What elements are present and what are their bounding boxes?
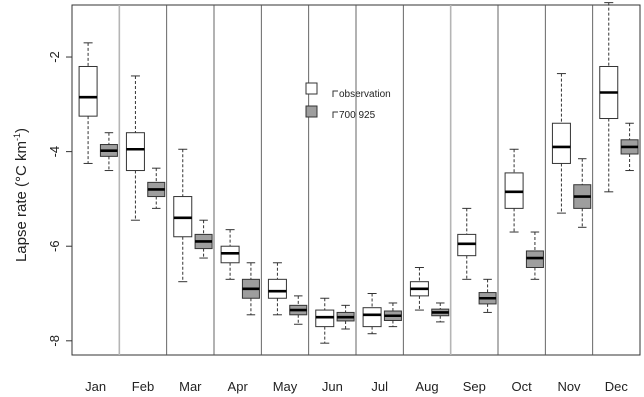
box-model-apr [241, 262, 260, 316]
box-observation-nov [551, 73, 571, 214]
box-model-aug [431, 302, 450, 323]
y-tick-label: -4 [47, 146, 62, 158]
x-tick-label-nov: Nov [557, 379, 581, 394]
box-observation-sep [457, 207, 477, 280]
month-separators [118, 5, 594, 355]
y-tick-label: -6 [47, 240, 62, 252]
x-tick-label-apr: Apr [228, 379, 249, 394]
legend-bracket-model [332, 111, 338, 118]
x-tick-label-oct: Oct [512, 379, 533, 394]
box-iqr [125, 132, 145, 172]
box-observation-dec [599, 2, 619, 193]
y-axis-label-main: Lapse rate (°C km [13, 141, 30, 262]
box-model-jul [383, 302, 402, 328]
box-model-sep [478, 278, 497, 313]
box-observation-jun [315, 297, 335, 344]
box-model-may [289, 295, 308, 325]
x-tick-label-sep: Sep [463, 379, 486, 394]
y-axis-label-close: ) [13, 128, 30, 133]
x-tick-label-jul: Jul [371, 379, 388, 394]
box-model-dec [620, 122, 639, 172]
box-observation-may [267, 262, 287, 316]
legend-bracket-observation [332, 90, 338, 97]
y-axis-label: Lapse rate (°C km-1) [12, 128, 30, 262]
box-iqr [551, 122, 571, 164]
legend: observation 700 925 [305, 82, 391, 121]
x-tick-label-jan: Jan [85, 379, 106, 394]
x-axis: Jan Feb Mar Apr May Jun Jul Aug Sep Oct Nov Dec [85, 379, 628, 394]
box-observation-oct [504, 148, 524, 233]
box-observation-feb [125, 75, 145, 221]
x-tick-label-feb: Feb [132, 379, 154, 394]
x-tick-label-aug: Aug [415, 379, 438, 394]
box-model-jun [336, 304, 355, 330]
box-observation-mar [173, 148, 193, 283]
box-observation-apr [220, 229, 240, 280]
x-tick-label-dec: Dec [605, 379, 629, 394]
x-tick-label-mar: Mar [179, 379, 202, 394]
box-model-feb [147, 167, 166, 209]
y-tick-label: -2 [47, 51, 62, 63]
box-model-mar [194, 219, 213, 259]
legend-label-observation: observation [339, 89, 391, 100]
y-tick-label: -8 [47, 335, 62, 347]
legend-swatch-model [305, 105, 318, 118]
boxes [78, 2, 639, 344]
box-model-jan [99, 132, 118, 172]
box-iqr [267, 278, 287, 299]
x-tick-label-may: May [273, 379, 298, 394]
y-axis: -8 -6 -4 -2 [47, 51, 72, 347]
legend-label-model: 700 925 [339, 110, 376, 121]
box-iqr [78, 65, 98, 117]
legend-swatch-observation [305, 82, 318, 95]
box-model-oct [525, 231, 544, 280]
box-observation-jul [362, 293, 382, 335]
box-iqr [362, 307, 382, 328]
box-model-nov [573, 158, 592, 228]
box-observation-jan [78, 42, 98, 164]
x-tick-label-jun: Jun [322, 379, 343, 394]
y-axis-label-superscript: -1 [12, 133, 22, 141]
box-observation-aug [409, 267, 429, 311]
